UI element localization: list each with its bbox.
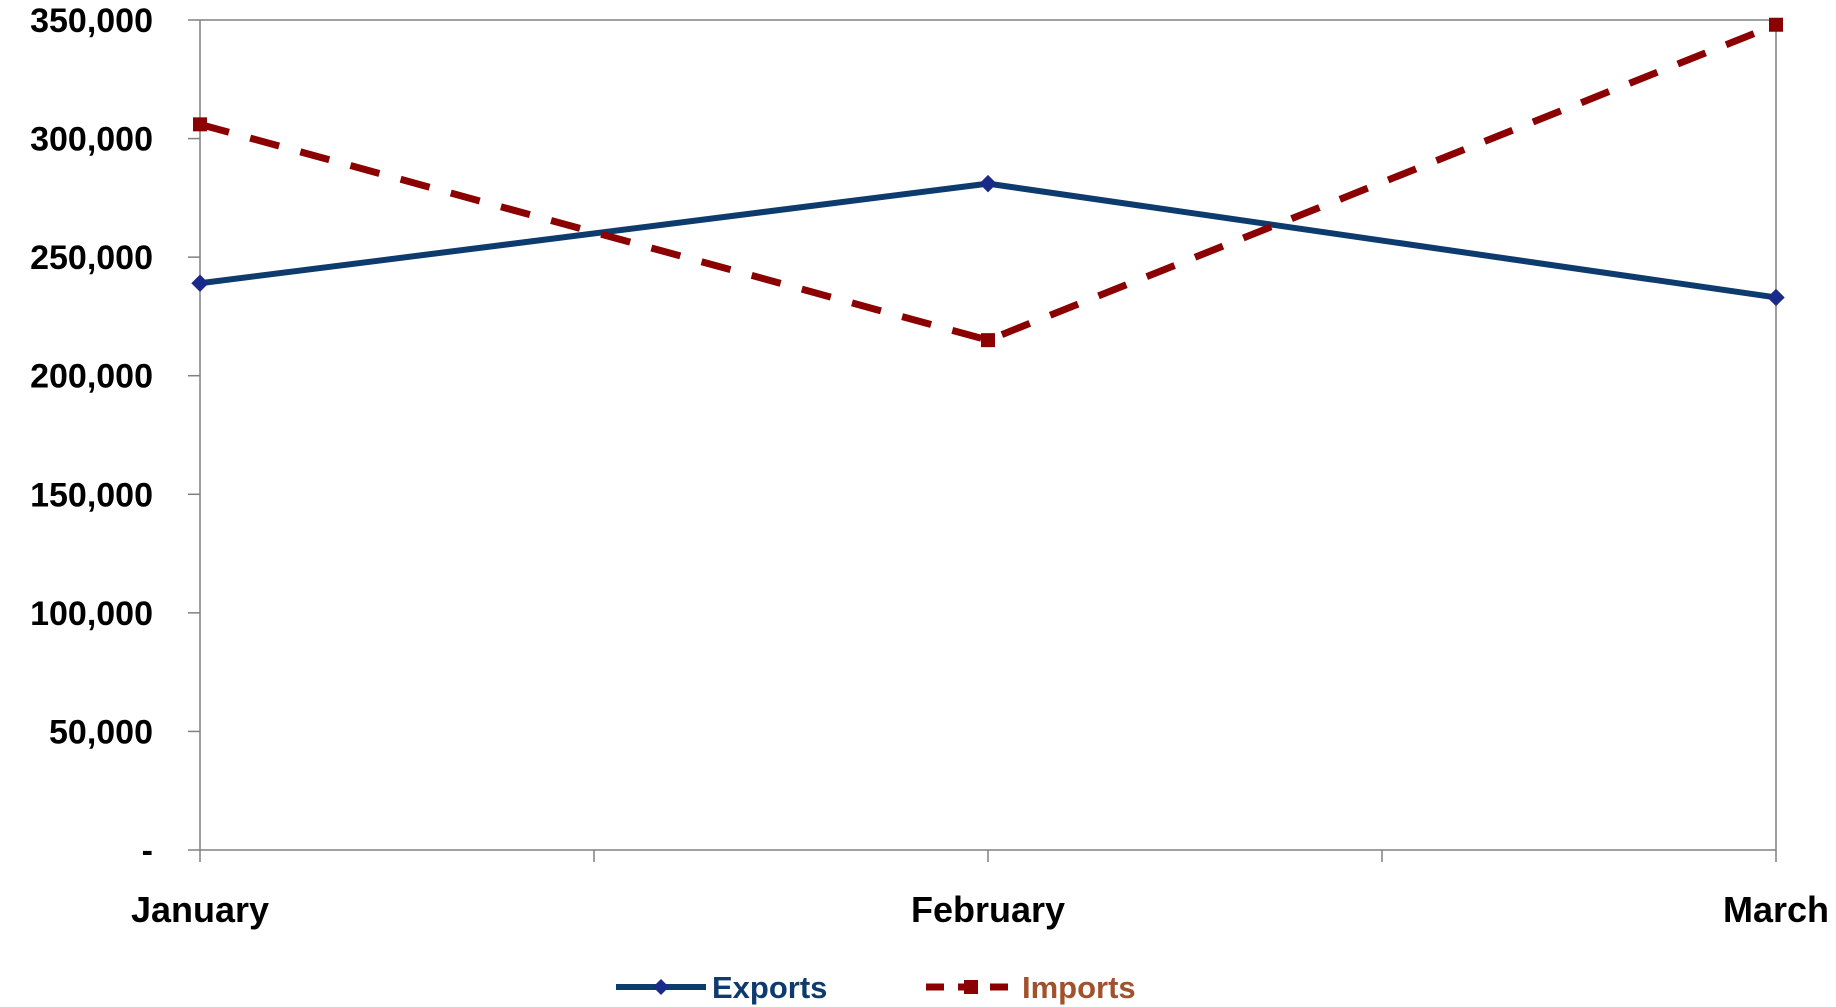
y-tick-label: 350,000: [30, 2, 153, 40]
y-tick-label: 100,000: [30, 595, 153, 633]
x-tick-label: February: [911, 889, 1065, 930]
legend-imports-label: Imports: [1022, 970, 1136, 1005]
imports-data-point: [981, 333, 995, 348]
legend-exports-label: Exports: [712, 970, 827, 1005]
legend-imports-marker: [964, 980, 978, 994]
exports-data-point: [191, 274, 209, 292]
legend: Exports Imports: [616, 970, 1136, 1005]
series-lines: [191, 17, 1785, 348]
y-tick-label: 250,000: [30, 239, 153, 277]
y-tick-label: -: [142, 832, 153, 870]
exports-data-point: [1767, 288, 1785, 307]
y-tick-label: 150,000: [30, 476, 153, 514]
y-tick-label: 300,000: [30, 121, 153, 159]
exports-series-line: [199, 180, 1777, 301]
axes: [199, 19, 1777, 851]
y-axis-ticks: - 50,000 100,000 150,000 200,000 250,000 300,0…: [30, 2, 200, 870]
imports-data-point: [1769, 17, 1783, 32]
x-axis-ticks: January February March: [131, 850, 1829, 930]
imports-series-line: [199, 21, 1778, 344]
y-tick-label: 200,000: [30, 358, 153, 396]
exports-data-point: [979, 174, 997, 193]
x-tick-label: January: [131, 889, 269, 930]
legend-exports-marker: [653, 979, 669, 995]
y-tick-label: 50,000: [49, 713, 153, 751]
imports-data-point: [193, 117, 207, 132]
x-tick-label: March: [1723, 889, 1829, 930]
